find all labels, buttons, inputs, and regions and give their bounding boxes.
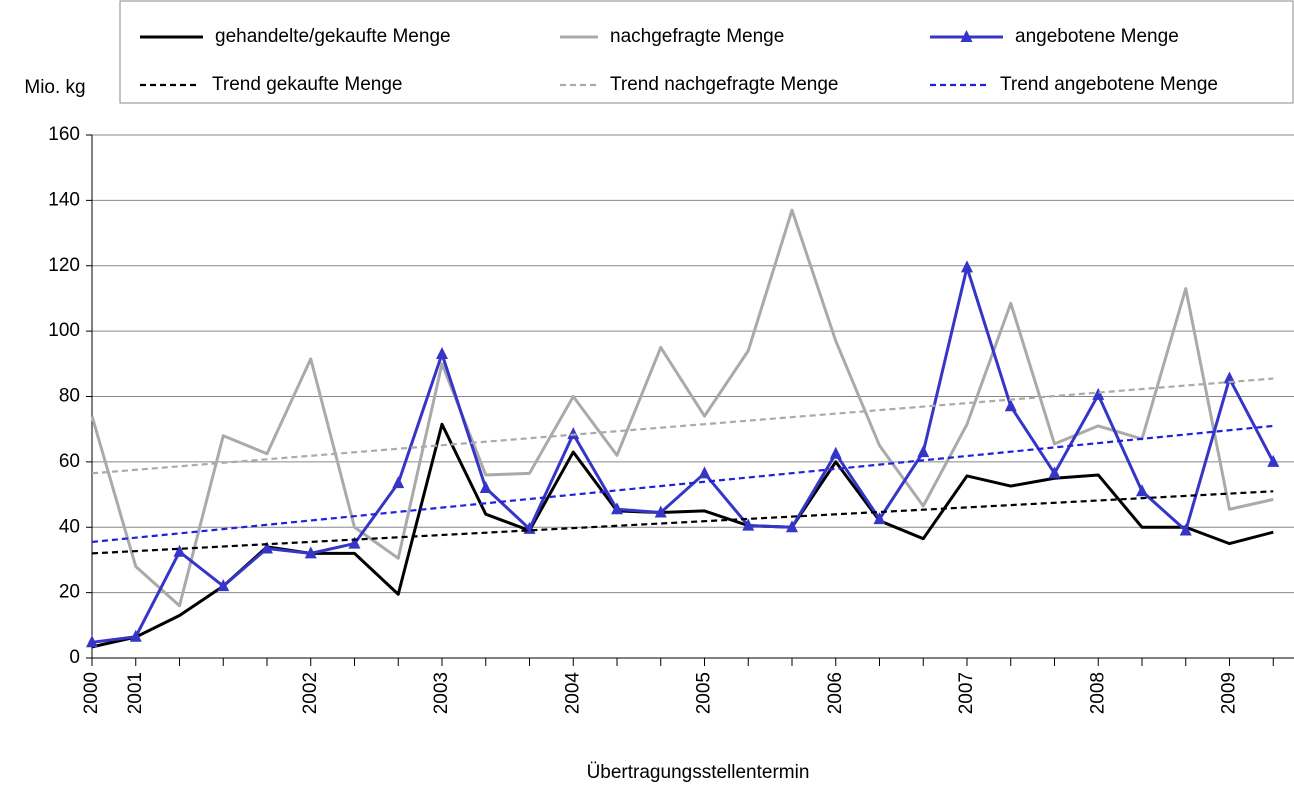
legend-label: nachgefragte Menge bbox=[610, 26, 784, 47]
point-marker bbox=[567, 427, 580, 440]
point-marker bbox=[611, 502, 623, 515]
point-marker bbox=[1267, 454, 1280, 467]
x-tick-label: 2007 bbox=[956, 672, 977, 714]
point-marker bbox=[786, 520, 798, 533]
point-marker bbox=[917, 445, 930, 458]
x-tick-label: 2009 bbox=[1219, 672, 1240, 714]
y-tick-label: 40 bbox=[59, 516, 80, 537]
point-marker bbox=[1004, 399, 1017, 412]
y-tick-label: 80 bbox=[59, 386, 80, 407]
point-marker bbox=[348, 536, 361, 549]
trend-line bbox=[91, 490, 1274, 555]
point-marker bbox=[129, 629, 142, 642]
point-marker bbox=[304, 546, 317, 559]
point-marker bbox=[829, 446, 842, 459]
x-tick-label: 2001 bbox=[125, 672, 146, 714]
point-marker bbox=[436, 347, 448, 360]
y-tick-label: 20 bbox=[59, 582, 80, 603]
point-marker bbox=[1048, 466, 1061, 479]
point-marker bbox=[86, 635, 98, 648]
x-tick-label: 2005 bbox=[694, 672, 715, 714]
y-tick-label: 0 bbox=[69, 647, 80, 668]
y-axis-label: Mio. kg bbox=[24, 77, 85, 98]
y-tick-label: 100 bbox=[48, 320, 80, 341]
x-tick-label: 2004 bbox=[562, 672, 583, 715]
trend-line bbox=[91, 377, 1274, 475]
x-tick-label: 2003 bbox=[431, 672, 452, 714]
x-tick-label: 2008 bbox=[1087, 672, 1108, 714]
point-marker bbox=[1179, 523, 1192, 536]
point-marker bbox=[1092, 387, 1105, 400]
x-axis-label: Übertragungsstellentermin bbox=[587, 762, 810, 783]
legend-marker bbox=[960, 30, 973, 42]
legend-label: angebotene Menge bbox=[1015, 26, 1179, 47]
trend-line bbox=[91, 424, 1274, 544]
point-marker bbox=[742, 518, 755, 531]
y-tick-label: 140 bbox=[48, 189, 80, 210]
point-marker bbox=[1136, 484, 1148, 497]
legend-label: gehandelte/gekaufte Menge bbox=[215, 26, 451, 47]
series-line bbox=[91, 265, 1275, 644]
x-tick-label: 2002 bbox=[300, 672, 321, 714]
point-marker bbox=[873, 512, 886, 525]
point-marker bbox=[479, 481, 492, 494]
legend-label: Trend nachgefragte Menge bbox=[610, 74, 839, 95]
y-tick-label: 160 bbox=[48, 124, 80, 145]
x-tick-label: 2000 bbox=[81, 672, 102, 714]
legend-label: Trend gekaufte Menge bbox=[212, 74, 402, 95]
point-marker bbox=[1223, 371, 1236, 384]
legend-label: Trend angebotene Menge bbox=[1000, 74, 1218, 95]
x-tick-label: 2006 bbox=[825, 672, 846, 714]
point-marker bbox=[961, 260, 973, 273]
point-marker bbox=[392, 476, 405, 489]
y-tick-label: 120 bbox=[48, 255, 80, 276]
point-marker bbox=[654, 505, 667, 518]
legend-box bbox=[119, 0, 1294, 104]
series-line bbox=[91, 422, 1274, 649]
y-tick-label: 60 bbox=[59, 451, 80, 472]
point-marker bbox=[173, 544, 186, 557]
point-marker bbox=[261, 541, 273, 554]
point-marker bbox=[217, 579, 230, 592]
point-marker bbox=[698, 466, 711, 479]
